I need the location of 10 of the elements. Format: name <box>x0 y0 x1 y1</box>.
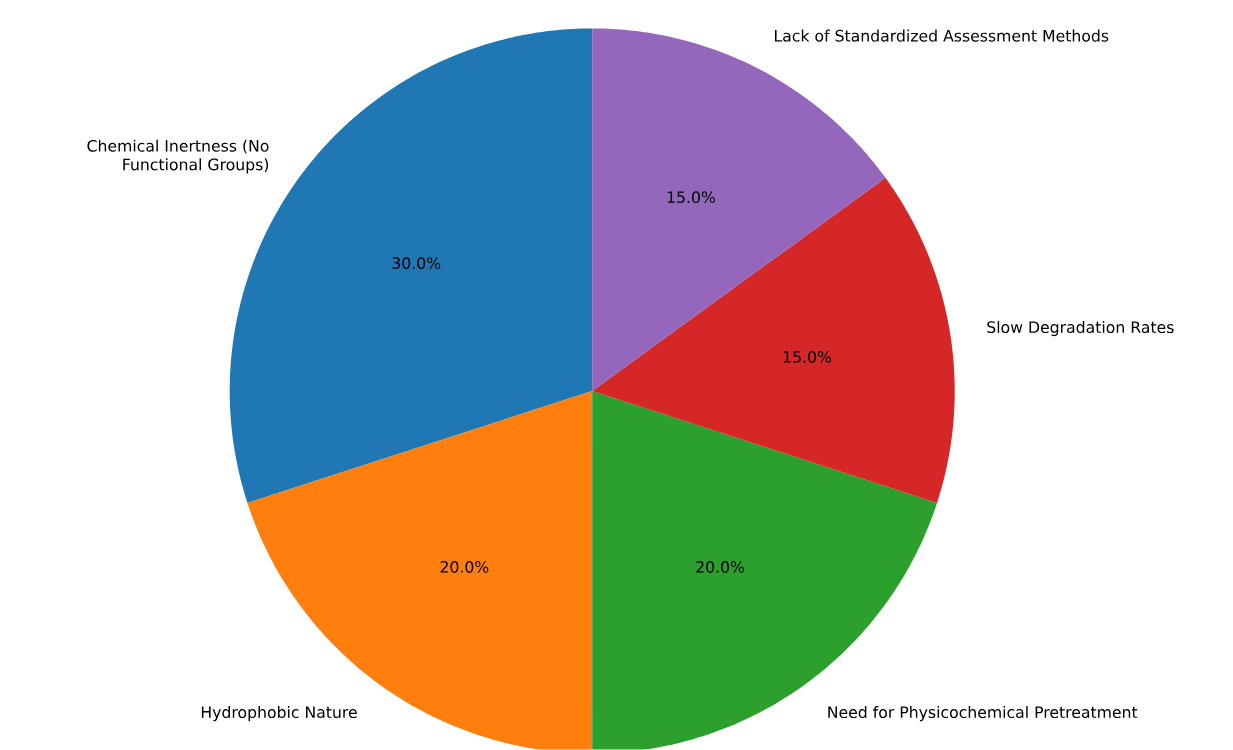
data-label: 15.0% <box>667 191 715 204</box>
data-label: 15.0% <box>783 351 832 364</box>
data-label: 20.0% <box>696 561 745 574</box>
slice-label: Hydrophobic Nature <box>201 706 357 722</box>
data-label: 20.0% <box>440 561 489 574</box>
slice-label: Need for Physicochemical Pretreatment <box>828 706 1138 722</box>
data-label: 30.0% <box>392 257 441 270</box>
slice-label: Chemical Inertness (No Functional Groups) <box>87 139 269 174</box>
slice-label: Lack of Standardized Assessment Methods <box>774 29 1109 42</box>
slice-label: Slow Degradation Rates <box>987 321 1174 337</box>
